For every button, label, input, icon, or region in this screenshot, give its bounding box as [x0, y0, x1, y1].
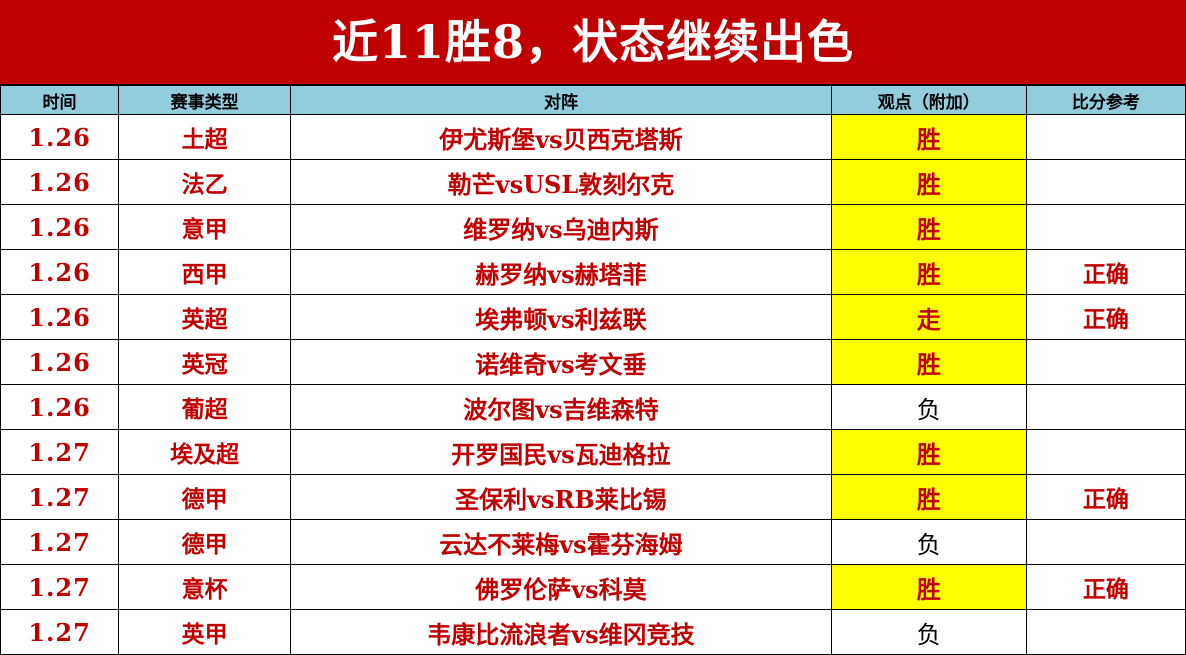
cell-score: [1025, 384, 1186, 430]
title-banner: 近11胜8，状态继续出色: [0, 0, 1186, 85]
cell-score: [1025, 429, 1186, 475]
cell-time: 1.26: [0, 159, 120, 205]
cell-time: 1.26: [0, 114, 120, 160]
table-row: 1.26 英超 埃弗顿vs利兹联走正确: [0, 294, 1186, 340]
table-row: 1.26 葡超 波尔图vs吉维森特负: [0, 384, 1186, 430]
cell-league: 法乙: [118, 159, 292, 205]
cell-match: 韦康比流浪者vs维冈竞技: [290, 609, 832, 655]
cell-score: [1025, 519, 1186, 565]
cell-view: 胜: [830, 249, 1027, 295]
cell-match: 赫罗纳vs赫塔菲: [290, 249, 832, 295]
cell-time: 1.27: [0, 519, 120, 565]
cell-league: 英甲: [118, 609, 292, 655]
table-row: 1.27 德甲 圣保利vsRB莱比锡胜正确: [0, 474, 1186, 520]
cell-league: 西甲: [118, 249, 292, 295]
table-body: 1.26 土超 伊尤斯堡vs贝西克塔斯胜 1.26 法乙 勒芒vsUSL敦刻尔克胜 1.26…: [0, 114, 1186, 655]
cell-match: 勒芒vsUSL敦刻尔克: [290, 159, 832, 205]
cell-time: 1.26: [0, 204, 120, 250]
cell-score: [1025, 159, 1186, 205]
table-header-row: 时间 赛事类型 对阵 观点（附加） 比分参考: [0, 85, 1186, 115]
cell-time: 1.26: [0, 294, 120, 340]
cell-match: 云达不莱梅vs霍芬海姆: [290, 519, 832, 565]
cell-view: 胜: [830, 114, 1027, 160]
column-header-score: 比分参考: [1025, 85, 1186, 115]
table-row: 1.26 土超 伊尤斯堡vs贝西克塔斯胜: [0, 114, 1186, 160]
cell-time: 1.27: [0, 429, 120, 475]
cell-score: [1025, 204, 1186, 250]
cell-time: 1.26: [0, 339, 120, 385]
table-row: 1.27 埃及超 开罗国民vs瓦迪格拉胜: [0, 429, 1186, 475]
cell-match: 波尔图vs吉维森特: [290, 384, 832, 430]
cell-score: 正确: [1025, 564, 1186, 610]
cell-time: 1.26: [0, 249, 120, 295]
column-header-league: 赛事类型: [118, 85, 292, 115]
cell-score: [1025, 339, 1186, 385]
predictions-table: 时间 赛事类型 对阵 观点（附加） 比分参考 1.26 土超 伊尤斯堡vs贝西克塔斯…: [0, 85, 1186, 655]
page-title: 近11胜8，状态继续出色: [331, 15, 855, 69]
cell-league: 德甲: [118, 474, 292, 520]
cell-league: 埃及超: [118, 429, 292, 475]
column-header-time: 时间: [0, 85, 120, 115]
cell-league: 德甲: [118, 519, 292, 565]
cell-time: 1.27: [0, 474, 120, 520]
cell-time: 1.27: [0, 564, 120, 610]
column-header-view: 观点（附加）: [830, 85, 1027, 115]
cell-match: 开罗国民vs瓦迪格拉: [290, 429, 832, 475]
cell-league: 葡超: [118, 384, 292, 430]
cell-view: 胜: [830, 429, 1027, 475]
table-row: 1.27 意杯 佛罗伦萨vs科莫胜正确: [0, 564, 1186, 610]
table-row: 1.26 西甲 赫罗纳vs赫塔菲胜正确: [0, 249, 1186, 295]
cell-view: 胜: [830, 204, 1027, 250]
cell-league: 土超: [118, 114, 292, 160]
cell-score: [1025, 114, 1186, 160]
cell-league: 意杯: [118, 564, 292, 610]
cell-score: [1025, 609, 1186, 655]
cell-view: 负: [830, 609, 1027, 655]
cell-time: 1.26: [0, 384, 120, 430]
cell-score: 正确: [1025, 474, 1186, 520]
cell-match: 埃弗顿vs利兹联: [290, 294, 832, 340]
cell-league: 英冠: [118, 339, 292, 385]
column-header-match: 对阵: [290, 85, 832, 115]
cell-league: 英超: [118, 294, 292, 340]
cell-score: 正确: [1025, 294, 1186, 340]
table-row: 1.27 德甲 云达不莱梅vs霍芬海姆负: [0, 519, 1186, 565]
table-row: 1.27 英甲 韦康比流浪者vs维冈竞技负: [0, 609, 1186, 655]
table-row: 1.26 英冠 诺维奇vs考文垂胜: [0, 339, 1186, 385]
cell-view: 胜: [830, 564, 1027, 610]
cell-league: 意甲: [118, 204, 292, 250]
cell-view: 胜: [830, 159, 1027, 205]
cell-view: 负: [830, 519, 1027, 565]
cell-match: 佛罗伦萨vs科莫: [290, 564, 832, 610]
table-row: 1.26 法乙 勒芒vsUSL敦刻尔克胜: [0, 159, 1186, 205]
cell-time: 1.27: [0, 609, 120, 655]
cell-view: 胜: [830, 339, 1027, 385]
cell-score: 正确: [1025, 249, 1186, 295]
cell-match: 圣保利vsRB莱比锡: [290, 474, 832, 520]
table-row: 1.26 意甲 维罗纳vs乌迪内斯胜: [0, 204, 1186, 250]
cell-view: 走: [830, 294, 1027, 340]
cell-view: 胜: [830, 474, 1027, 520]
cell-match: 维罗纳vs乌迪内斯: [290, 204, 832, 250]
cell-view: 负: [830, 384, 1027, 430]
cell-match: 伊尤斯堡vs贝西克塔斯: [290, 114, 832, 160]
cell-match: 诺维奇vs考文垂: [290, 339, 832, 385]
